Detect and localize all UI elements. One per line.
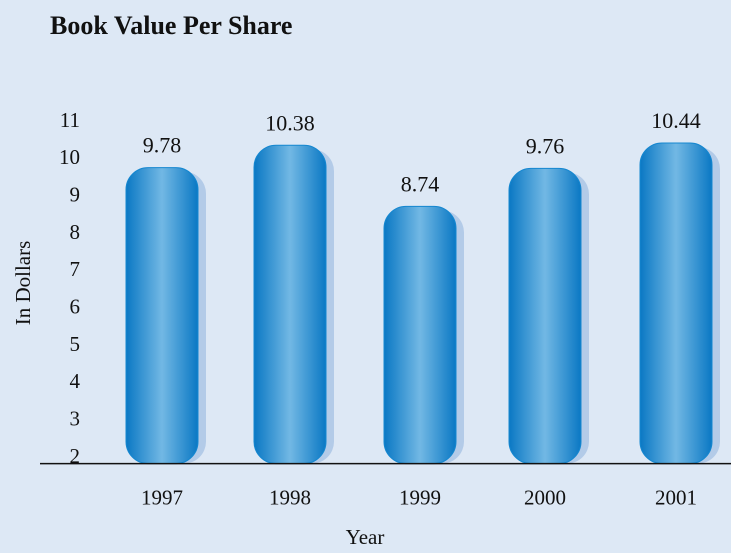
y-tick-label: 5 <box>70 332 81 356</box>
y-tick-label: 9 <box>70 183 81 207</box>
value-label: 10.38 <box>265 110 315 135</box>
value-label: 9.78 <box>143 133 182 158</box>
x-tick-label: 2001 <box>655 485 697 509</box>
value-label: 10.44 <box>651 108 701 133</box>
value-label: 8.74 <box>401 171 440 196</box>
x-tick-label: 2000 <box>524 485 566 509</box>
x-axis-label: Year <box>346 525 385 549</box>
y-tick-label: 6 <box>70 295 81 319</box>
bar <box>125 167 199 465</box>
y-tick-label: 11 <box>60 108 80 132</box>
bar <box>508 167 582 465</box>
y-tick-label: 2 <box>70 444 81 468</box>
y-tick-label: 10 <box>59 145 80 169</box>
bar <box>253 144 327 465</box>
y-tick-label: 4 <box>70 369 81 393</box>
bar <box>383 205 457 465</box>
y-tick-label: 8 <box>70 220 81 244</box>
chart-title: Book Value Per Share <box>50 11 292 40</box>
y-tick-label: 3 <box>70 406 81 430</box>
x-tick-label: 1999 <box>399 485 441 509</box>
value-label: 9.76 <box>526 133 565 158</box>
x-tick-label: 1997 <box>141 485 183 509</box>
bar <box>639 142 713 465</box>
x-tick-label: 1998 <box>269 485 311 509</box>
y-tick-label: 7 <box>70 257 81 281</box>
y-axis-label: In Dollars <box>11 241 35 326</box>
